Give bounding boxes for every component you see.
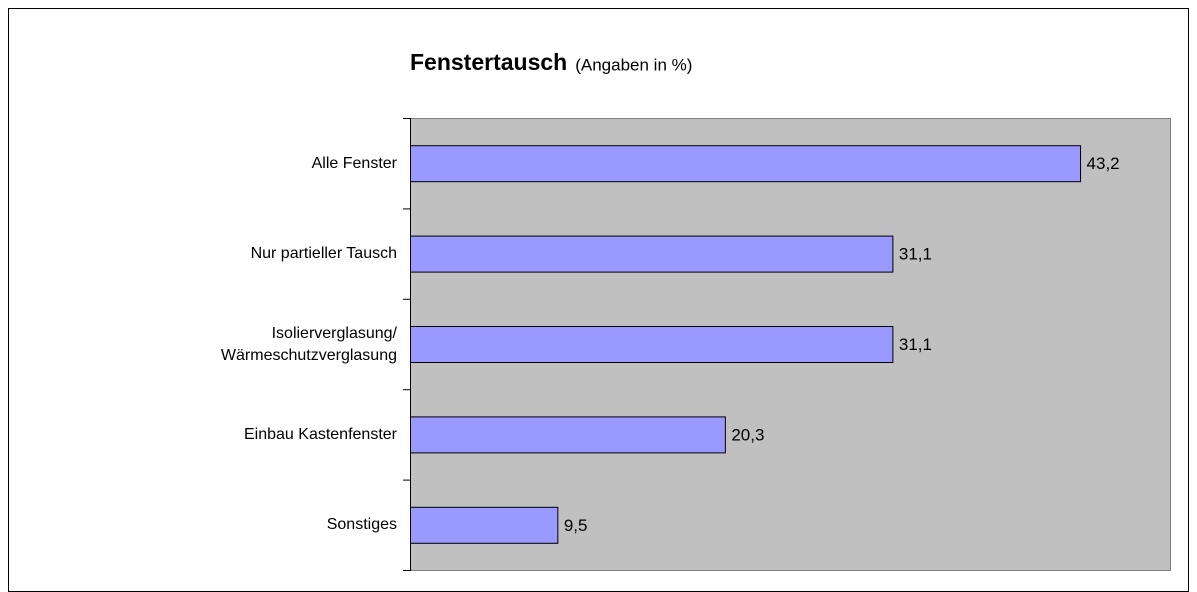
category-label: Isolierverglasung/ Wärmeschutzverglasung	[220, 324, 397, 364]
value-label: 20,3	[731, 425, 764, 444]
bar	[410, 235, 894, 273]
value-label: 43,2	[1087, 154, 1120, 173]
bar	[410, 326, 894, 363]
category-label: Einbau Kastenfenster	[244, 425, 397, 443]
value-label: 9,5	[564, 516, 588, 535]
bar	[410, 506, 559, 544]
chart-subtitle: (Angaben in %)	[575, 55, 692, 74]
category-label: Sonstiges	[326, 516, 397, 534]
chart-title: Fenstertausch	[410, 49, 567, 75]
bar	[410, 416, 726, 454]
value-label: 31,1	[899, 245, 932, 264]
category-label: Alle Fenster	[311, 154, 397, 172]
category-label: Nur partieller Tausch	[250, 245, 397, 263]
value-label: 31,1	[899, 335, 932, 354]
bar	[410, 145, 1082, 183]
